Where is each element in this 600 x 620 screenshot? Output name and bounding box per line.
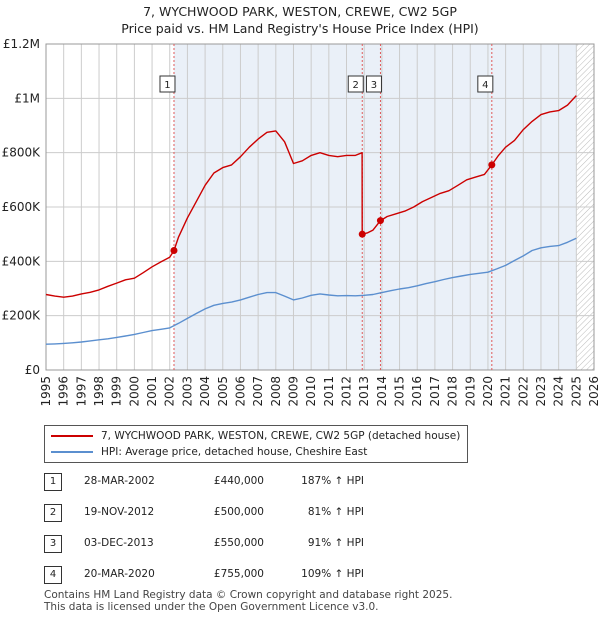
y-tick-label: £1M	[14, 91, 40, 105]
sale-date: 20-MAR-2020	[84, 568, 155, 580]
sale-point	[358, 230, 366, 238]
x-tick-label: 1995	[39, 376, 53, 407]
legend-item-hpi: HPI: Average price, detached house, Ches…	[51, 444, 367, 460]
sale-badge: 1	[44, 473, 62, 491]
plot-frame	[45, 43, 595, 371]
x-tick-label: 2023	[534, 376, 548, 407]
sale-row: 4 20-MAR-2020 £755,000 109% ↑ HPI	[44, 566, 464, 586]
y-tick-label: £0	[25, 363, 40, 377]
footer-line-2: This data is licensed under the Open Gov…	[44, 601, 379, 613]
sale-row: 2 19-NOV-2012 £500,000 81% ↑ HPI	[44, 504, 464, 524]
sale-price: £440,000	[213, 475, 264, 487]
y-tick-label: £200K	[2, 309, 42, 323]
title-line-2: Price paid vs. HM Land Registry's House …	[121, 21, 479, 36]
sale-hpi-change: 81% ↑ HPI	[307, 506, 364, 518]
x-tick-label: 2025	[569, 376, 583, 407]
footer-line-1: Contains HM Land Registry data © Crown c…	[44, 589, 453, 601]
sale-point	[170, 246, 178, 254]
sale-hpi-change: 187% ↑ HPI	[301, 475, 364, 487]
x-tick-label: 2018	[446, 376, 460, 407]
x-tick-label: 2021	[499, 376, 513, 407]
sale-marker-label: 4	[482, 80, 488, 91]
x-tick-label: 2001	[145, 376, 159, 407]
legend-swatch-property	[51, 435, 93, 437]
sale-date: 03-DEC-2013	[84, 537, 154, 549]
y-tick-label: £600K	[2, 200, 42, 214]
sale-point	[488, 161, 496, 169]
x-tick-label: 2012	[340, 376, 354, 407]
property-line	[45, 95, 577, 298]
sale-row: 3 03-DEC-2013 £550,000 91% ↑ HPI	[44, 535, 464, 555]
x-tick-label: 2002	[163, 376, 177, 407]
x-tick-label: 2020	[481, 376, 495, 407]
sale-date: 28-MAR-2002	[84, 475, 155, 487]
sale-point	[376, 217, 384, 225]
y-tick-label: £800K	[2, 146, 42, 160]
legend-item-property: 7, WYCHWOOD PARK, WESTON, CREWE, CW2 5GP…	[51, 428, 460, 444]
x-tick-label: 1999	[110, 376, 124, 407]
sale-marker-label: 1	[164, 80, 170, 91]
sale-badge: 3	[44, 535, 62, 553]
x-tick-label: 2017	[428, 376, 442, 407]
x-tick-label: 2004	[198, 376, 212, 407]
sale-date: 19-NOV-2012	[84, 506, 155, 518]
x-tick-label: 2003	[180, 376, 194, 407]
sale-marker-box	[159, 75, 176, 93]
hpi-line	[45, 237, 577, 345]
x-tick-label: 2019	[463, 376, 477, 407]
footer: Contains HM Land Registry data © Crown c…	[44, 589, 452, 613]
legend: 7, WYCHWOOD PARK, WESTON, CREWE, CW2 5GP…	[44, 425, 468, 463]
chart-title: 7, WYCHWOOD PARK, WESTON, CREWE, CW2 5GP…	[0, 3, 600, 37]
x-tick-label: 2010	[304, 376, 318, 407]
x-tick-label: 2016	[410, 376, 424, 407]
y-tick-label: £400K	[2, 254, 42, 268]
sale-hpi-change: 109% ↑ HPI	[301, 568, 364, 580]
sale-price: £500,000	[213, 506, 264, 518]
x-tick-label: 2006	[233, 376, 247, 407]
sale-marker-label: 2	[353, 80, 359, 91]
x-tick-label: 2015	[393, 376, 407, 407]
legend-label-hpi: HPI: Average price, detached house, Ches…	[101, 446, 368, 458]
sale-badge: 2	[44, 504, 62, 522]
x-tick-label: 1996	[57, 376, 71, 407]
sale-price: £755,000	[213, 568, 264, 580]
legend-swatch-hpi	[51, 451, 93, 453]
y-tick-label: £1.2M	[3, 37, 40, 51]
sale-marker-label: 3	[371, 80, 377, 91]
sale-badge: 4	[44, 566, 62, 584]
x-tick-label: 2026	[587, 376, 600, 407]
x-tick-label: 2005	[216, 376, 230, 407]
x-tick-label: 2024	[552, 376, 566, 407]
sale-price: £550,000	[213, 537, 264, 549]
x-tick-label: 2014	[375, 376, 389, 407]
x-tick-label: 1997	[74, 376, 88, 407]
sale-marker-box	[347, 75, 364, 93]
sale-hpi-change: 91% ↑ HPI	[307, 537, 364, 549]
x-tick-label: 2011	[322, 376, 336, 407]
legend-label-property: 7, WYCHWOOD PARK, WESTON, CREWE, CW2 5GP…	[101, 430, 461, 442]
x-tick-label: 2007	[251, 376, 265, 407]
x-tick-label: 2009	[286, 376, 300, 407]
sale-row: 1 28-MAR-2002 £440,000 187% ↑ HPI	[44, 473, 464, 493]
sale-marker-box	[365, 75, 382, 93]
x-tick-label: 2013	[357, 376, 371, 407]
x-tick-label: 2000	[127, 376, 141, 407]
title-line-1: 7, WYCHWOOD PARK, WESTON, CREWE, CW2 5GP	[143, 4, 457, 19]
x-tick-label: 1998	[92, 376, 106, 407]
x-tick-label: 2008	[269, 376, 283, 407]
sale-marker-box	[477, 75, 494, 93]
x-tick-label: 2022	[516, 376, 530, 407]
